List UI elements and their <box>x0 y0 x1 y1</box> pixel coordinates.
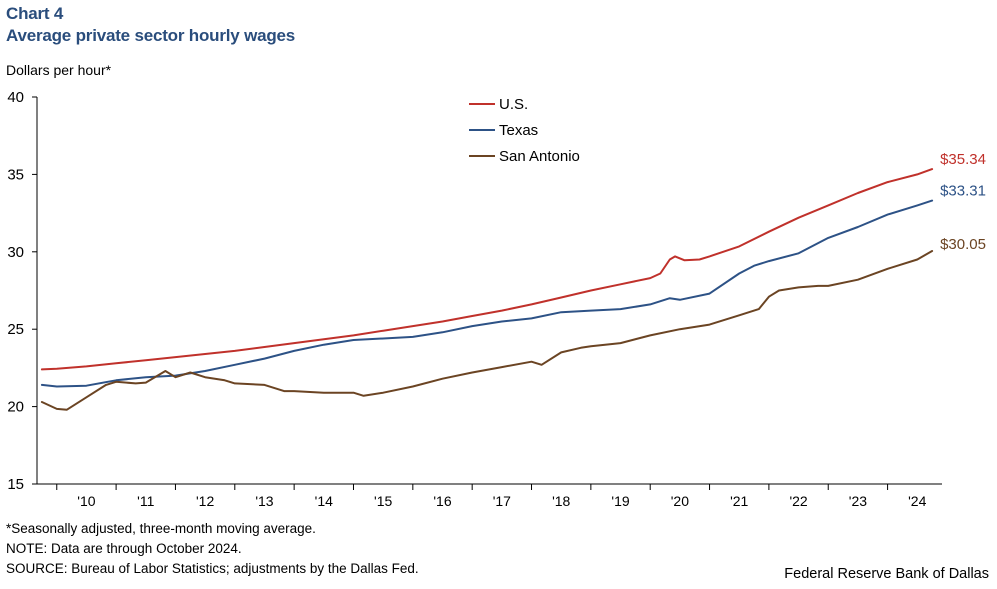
x-tick-label: '23 <box>849 493 867 509</box>
legend-label: Texas <box>499 122 538 139</box>
y-axis-unit-label: Dollars per hour* <box>6 62 112 78</box>
x-tick-label: '14 <box>315 493 333 509</box>
x-tick-label: '10 <box>77 493 95 509</box>
footnote-seasonal: *Seasonally adjusted, three-month moving… <box>6 521 316 536</box>
end-value-label: $30.05 <box>940 236 986 253</box>
footnote-source: SOURCE: Bureau of Labor Statistics; adju… <box>6 561 419 576</box>
y-tick-label: 25 <box>7 321 24 338</box>
y-tick-label: 15 <box>7 476 24 493</box>
chart-title: Average private sector hourly wages <box>6 26 296 45</box>
footnote-note: NOTE: Data are through October 2024. <box>6 541 242 556</box>
y-tick-label: 40 <box>7 89 24 106</box>
legend-label: San Antonio <box>499 148 580 165</box>
y-tick-label: 20 <box>7 399 24 416</box>
credit-line: Federal Reserve Bank of Dallas <box>784 566 989 582</box>
x-tick-label: '21 <box>730 493 748 509</box>
x-tick-label: '22 <box>789 493 807 509</box>
series-line-u-s <box>40 168 934 371</box>
x-tick-label: '20 <box>671 493 689 509</box>
x-tick-label: '19 <box>611 493 629 509</box>
x-tick-label: '18 <box>552 493 570 509</box>
series-line-texas <box>40 199 934 388</box>
end-value-label: $35.34 <box>940 151 986 168</box>
chart-label: Chart 4 <box>6 4 64 23</box>
x-tick-label: '17 <box>493 493 511 509</box>
legend-label: U.S. <box>499 96 528 113</box>
y-tick-label: 30 <box>7 244 24 261</box>
y-tick-label: 35 <box>7 166 24 183</box>
x-tick-label: '13 <box>255 493 273 509</box>
x-tick-label: '24 <box>908 493 926 509</box>
x-tick-label: '12 <box>196 493 214 509</box>
x-tick-label: '11 <box>137 493 154 509</box>
x-tick-label: '16 <box>433 493 451 509</box>
end-value-label: $33.31 <box>940 183 986 200</box>
x-tick-label: '15 <box>374 493 392 509</box>
series-line-san-antonio <box>40 250 934 411</box>
